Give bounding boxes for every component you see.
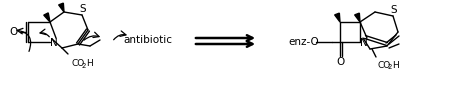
Text: S: S xyxy=(391,5,397,15)
Text: N: N xyxy=(360,38,368,48)
Polygon shape xyxy=(44,13,50,22)
Text: O: O xyxy=(337,57,345,67)
Polygon shape xyxy=(59,3,64,12)
Text: antibiotic: antibiotic xyxy=(124,35,173,45)
Text: S: S xyxy=(80,4,86,14)
Text: CO: CO xyxy=(72,60,85,69)
Text: CO: CO xyxy=(378,61,391,69)
Text: H: H xyxy=(392,61,399,69)
Text: O: O xyxy=(10,27,18,37)
Polygon shape xyxy=(335,13,340,22)
Text: H: H xyxy=(86,60,93,69)
Text: enz-O: enz-O xyxy=(289,37,319,47)
Text: 2: 2 xyxy=(82,63,86,69)
Text: N: N xyxy=(50,38,58,48)
Polygon shape xyxy=(355,13,360,22)
Text: 2: 2 xyxy=(388,64,392,70)
